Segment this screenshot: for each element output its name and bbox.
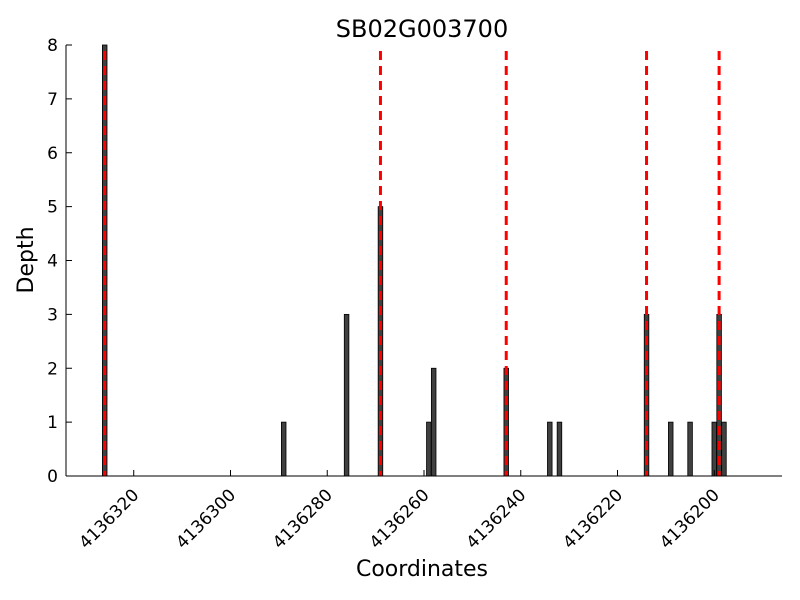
y-tick-label-6: 6 bbox=[47, 144, 58, 164]
y-tick-label-7: 7 bbox=[47, 90, 58, 110]
bar-4136205 bbox=[687, 421, 693, 477]
bar-4136289 bbox=[280, 421, 287, 477]
x-tick-label-4136320: 4136320 bbox=[76, 485, 144, 553]
x-tick-label-4136280: 4136280 bbox=[269, 485, 337, 553]
bar-4136276 bbox=[343, 313, 350, 477]
y-tick-label-1: 1 bbox=[47, 413, 58, 433]
y-tick-label-8: 8 bbox=[47, 36, 58, 56]
y-tick-label-3: 3 bbox=[47, 305, 58, 325]
bar-4136198 bbox=[721, 421, 727, 477]
bar-4136258 bbox=[430, 367, 437, 477]
x-tick-label-4136240: 4136240 bbox=[463, 485, 531, 553]
y-tick-label-5: 5 bbox=[47, 198, 58, 218]
x-tick-label-4136260: 4136260 bbox=[366, 485, 434, 553]
bar-4136200 bbox=[711, 421, 717, 477]
bar-4136232 bbox=[556, 421, 563, 477]
bar-4136234 bbox=[547, 421, 553, 477]
bar-4136259 bbox=[426, 421, 432, 477]
chart-title: SB02G003700 bbox=[336, 15, 508, 43]
x-tick-label-4136200: 4136200 bbox=[656, 485, 724, 553]
y-tick-label-4: 4 bbox=[47, 252, 58, 272]
y-tick-label-0: 0 bbox=[47, 467, 58, 487]
x-tick-label-4136220: 4136220 bbox=[559, 485, 627, 553]
y-axis-label: Depth bbox=[14, 226, 39, 293]
bar-4136209 bbox=[668, 421, 674, 477]
x-tick-label-4136300: 4136300 bbox=[172, 485, 240, 553]
y-tick-label-2: 2 bbox=[47, 359, 58, 379]
x-axis-label: Coordinates bbox=[356, 557, 488, 582]
plot-area: 0 1 2 3 4 5 6 7 8 4136320 4136300 4136280 4136260 413… bbox=[47, 36, 782, 553]
